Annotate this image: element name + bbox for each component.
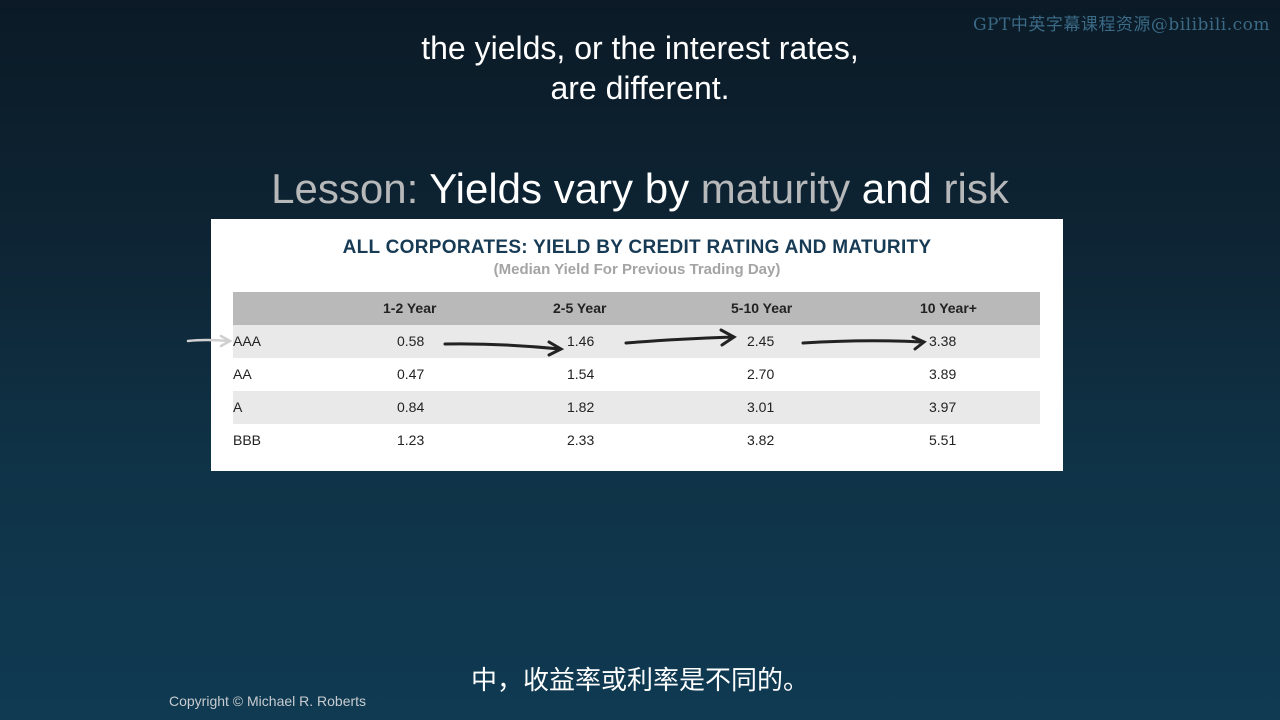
yield-cell: 1.46 (567, 333, 595, 349)
table-row-aa: AA 0.47 1.54 2.70 3.89 (233, 358, 1040, 391)
yield-cell: 0.84 (397, 399, 425, 415)
lesson-text-risk: risk (943, 165, 1009, 212)
yield-cell: 2.33 (567, 432, 595, 448)
column-header-2-5-year: 2-5 Year (553, 300, 607, 316)
rating-cell: AA (233, 366, 252, 382)
lesson-prefix: Lesson: (271, 165, 419, 212)
table-row-aaa: AAA 0.58 1.46 2.45 3.38 (233, 325, 1040, 358)
english-caption-line-2: are different. (550, 70, 730, 106)
yield-cell: 1.54 (567, 366, 595, 382)
yield-cell: 3.89 (929, 366, 957, 382)
yield-cell: 3.01 (747, 399, 775, 415)
lesson-text-1: Yields vary by (429, 165, 690, 212)
yield-table-card: ALL CORPORATES: YIELD BY CREDIT RATING A… (211, 219, 1063, 471)
copyright-notice: Copyright © Michael R. Roberts (169, 693, 367, 709)
yield-cell: 0.58 (397, 333, 425, 349)
english-caption: the yields, or the interest rates, are d… (0, 28, 1280, 108)
yield-cell: 2.70 (747, 366, 775, 382)
yield-cell: 2.45 (747, 333, 775, 349)
table-header-row: 1-2 Year 2-5 Year 5-10 Year 10 Year+ (233, 292, 1040, 325)
yield-cell: 3.97 (929, 399, 957, 415)
rating-cell: AAA (233, 333, 262, 349)
watermark: GPT中英字幕课程资源@bilibili.com (972, 15, 1270, 35)
yield-cell: 1.82 (567, 399, 595, 415)
lesson-text-and: and (861, 165, 932, 212)
lesson-heading: Lesson: Yields vary by maturity and risk (0, 165, 1280, 213)
chinese-caption: 中，收益率或利率是不同的。 (470, 666, 809, 696)
table-subtitle: (Median Yield For Previous Trading Day) (493, 261, 781, 278)
table-row-a: A 0.84 1.82 3.01 3.97 (233, 391, 1040, 424)
rating-cell: BBB (233, 432, 262, 448)
yield-cell: 3.38 (929, 333, 957, 349)
table-title: ALL CORPORATES: YIELD BY CREDIT RATING A… (342, 237, 932, 258)
yield-cell: 3.82 (747, 432, 775, 448)
english-caption-line-1: the yields, or the interest rates, (421, 30, 859, 66)
yield-cell: 0.47 (397, 366, 425, 382)
table-row-bbb: BBB 1.23 2.33 3.82 5.51 (233, 424, 1040, 457)
yield-cell: 5.51 (929, 432, 957, 448)
yield-cell: 1.23 (397, 432, 425, 448)
column-header-1-2-year: 1-2 Year (383, 300, 437, 316)
rating-cell: A (233, 399, 243, 415)
column-header-10-year-plus: 10 Year+ (920, 300, 977, 316)
lesson-text-maturity: maturity (700, 165, 851, 212)
column-header-5-10-year: 5-10 Year (731, 300, 793, 316)
